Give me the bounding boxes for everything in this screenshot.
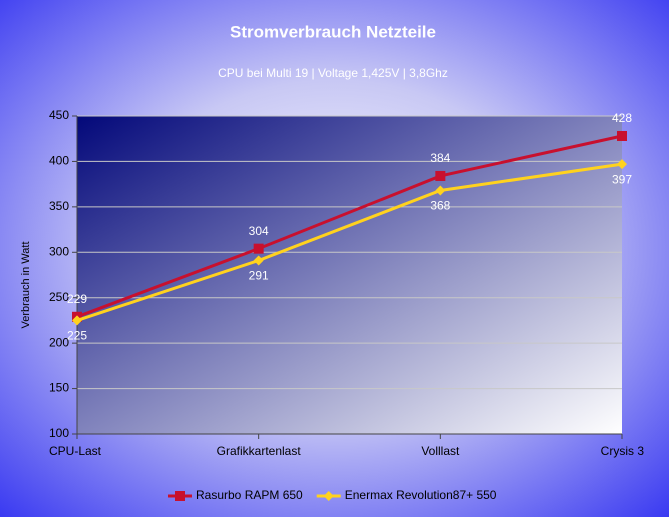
y-tick-label: 350 (49, 199, 69, 213)
marker (617, 159, 627, 170)
x-tick-label: Volllast (421, 444, 460, 458)
line (76, 162, 623, 322)
y-tick-label: 150 (49, 381, 69, 395)
marker (253, 243, 264, 254)
x-tick-label: CPU-Last (49, 444, 102, 458)
y-tick-label: 250 (49, 290, 69, 304)
y-tick-label: 450 (49, 108, 69, 122)
y-tick-label: 200 (49, 335, 69, 349)
chart-subtitle: CPU bei Multi 19 | Voltage 1,425V | 3,8G… (218, 66, 448, 80)
data-label: 304 (249, 224, 269, 238)
marker (323, 491, 334, 501)
data-label: 384 (430, 151, 450, 165)
marker (175, 491, 185, 501)
data-label: 291 (249, 269, 269, 283)
y-tick-label: 300 (49, 244, 69, 258)
y-tick-label: 100 (49, 426, 69, 440)
y-tick-label: 400 (49, 154, 69, 168)
legend-label: Rasurbo RAPM 650 (196, 488, 303, 502)
data-label: 428 (612, 111, 632, 125)
marker (253, 255, 264, 266)
data-label: 397 (612, 172, 632, 186)
x-tick-label: Crysis 3 (601, 444, 645, 458)
marker (617, 130, 627, 141)
y-axis-label: Verbrauch in Watt (20, 241, 32, 328)
data-label: 225 (67, 329, 87, 343)
data-label: 368 (430, 199, 450, 213)
x-tick-label: Grafikkartenlast (217, 444, 302, 458)
legend-label: Enermax Revolution87+ 550 (345, 488, 497, 502)
plot-area (77, 116, 622, 434)
marker (435, 185, 446, 196)
chart-title: Stromverbrauch Netzteile (230, 22, 436, 41)
line (76, 134, 623, 319)
marker (72, 315, 82, 326)
data-label: 229 (67, 292, 87, 306)
marker (435, 170, 446, 181)
